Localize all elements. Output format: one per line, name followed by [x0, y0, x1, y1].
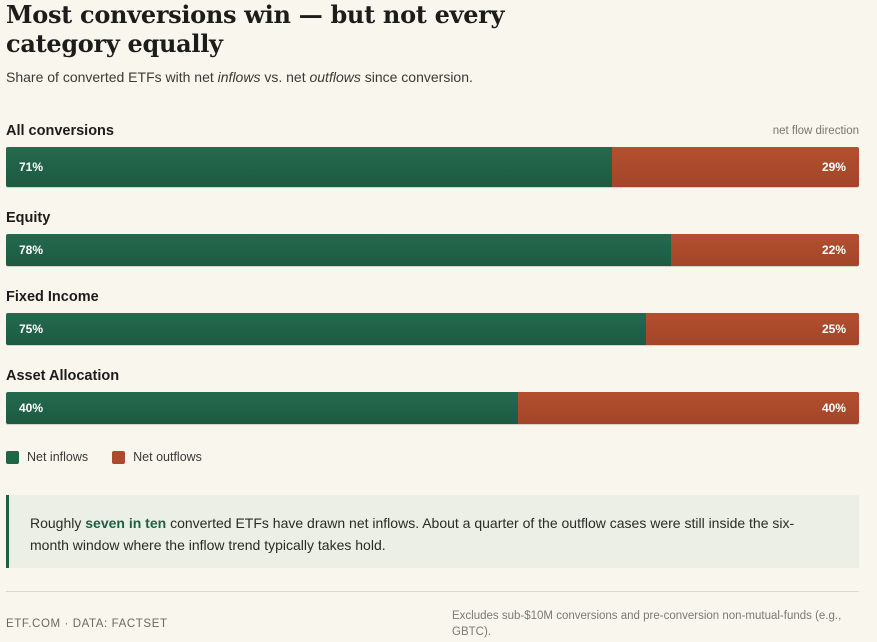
- source-credit: ETF.COM · DATA: FACTSET: [6, 618, 168, 630]
- chart-title: Most conversions win — but not every cat…: [6, 0, 505, 58]
- bar-segment-outflows: 40%: [517, 392, 859, 424]
- data-label-inflows: 40%: [19, 401, 44, 415]
- category-label-asset-allocation: Asset Allocation: [6, 368, 120, 384]
- chart-subtitle: Share of converted ETFs with net inflows…: [6, 69, 473, 85]
- bar-segment-outflows: 25%: [645, 313, 859, 345]
- callout-box: Roughly seven in ten converted ETFs have…: [6, 495, 859, 568]
- data-label-outflows: 22%: [821, 243, 846, 257]
- legend-item-outflows: Net outflows: [112, 450, 202, 464]
- footnote: Excludes sub-$10M conversions and pre-co…: [452, 610, 842, 638]
- legend-swatch-inflows: [6, 450, 19, 464]
- bar-segment-inflows: 71%: [6, 147, 612, 187]
- bar-all-conversions: 71% 29%: [6, 147, 859, 187]
- axis-note: net flow direction: [772, 125, 859, 137]
- bar-segment-inflows: 40%: [6, 392, 518, 424]
- bar-fixed-income: 75% 25%: [6, 313, 859, 345]
- legend-label-outflows: Net outflows: [133, 450, 202, 464]
- data-label-inflows: 75%: [19, 322, 44, 336]
- data-label-inflows: 78%: [19, 243, 44, 257]
- category-label-fixed-income: Fixed Income: [6, 289, 99, 305]
- data-label-outflows: 25%: [821, 322, 846, 336]
- data-label-outflows: 29%: [821, 160, 846, 174]
- bar-equity: 78% 22%: [6, 234, 859, 266]
- category-label-equity: Equity: [6, 210, 51, 226]
- bar-segment-outflows: 22%: [671, 234, 859, 266]
- data-label-outflows: 40%: [821, 401, 846, 415]
- legend: Net inflows Net outflows: [6, 450, 226, 464]
- data-label-inflows: 71%: [19, 160, 44, 174]
- category-label-all-conversions: All conversions: [6, 123, 114, 139]
- legend-label-inflows: Net inflows: [27, 450, 89, 464]
- bar-asset-allocation: 40% 40%: [6, 392, 859, 424]
- bar-segment-outflows: 29%: [611, 147, 859, 187]
- legend-swatch-outflows: [112, 450, 126, 464]
- callout-highlight: seven in ten: [85, 515, 167, 531]
- footer-divider: [6, 591, 859, 592]
- legend-item-inflows: Net inflows: [6, 450, 88, 464]
- bar-segment-inflows: 75%: [6, 313, 646, 345]
- bar-segment-inflows: 78%: [6, 234, 672, 266]
